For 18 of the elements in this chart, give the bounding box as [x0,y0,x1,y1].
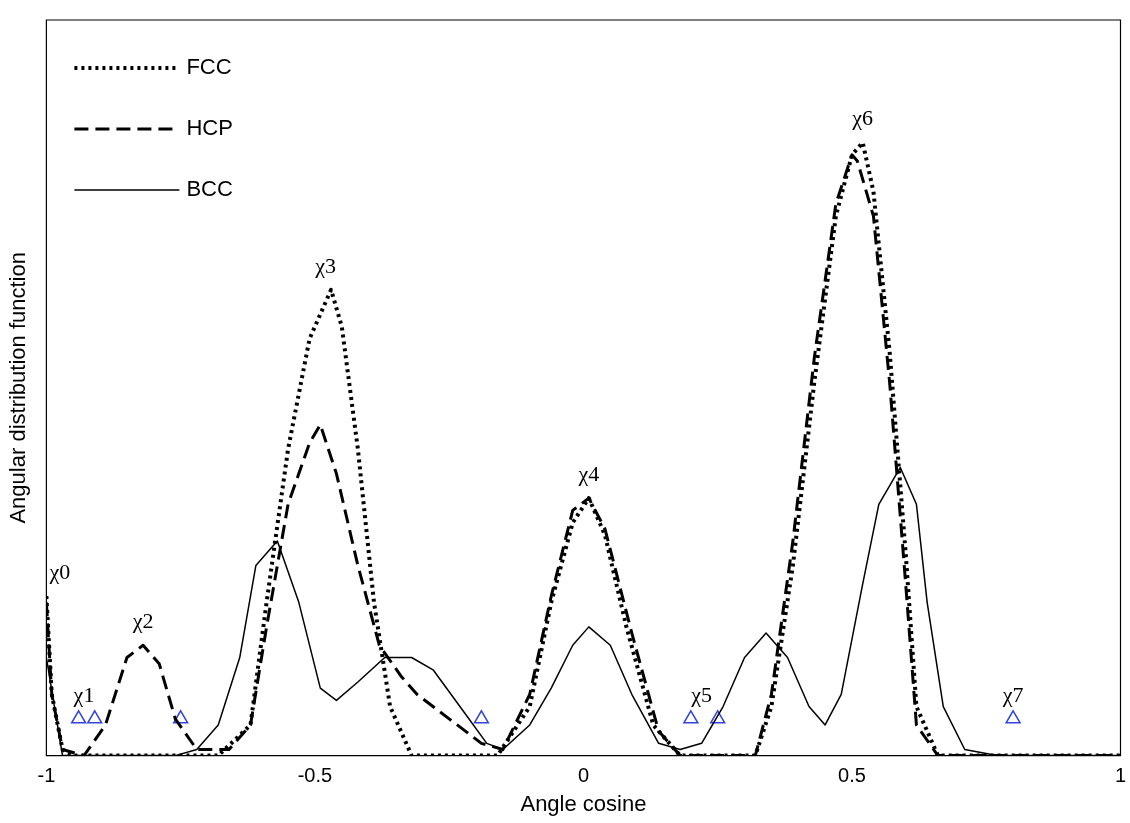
annotation: χ3 [314,252,337,278]
annotation: χ4 [577,460,600,486]
annotation: χ0 [48,559,71,584]
legend-label: HCP [186,115,233,141]
x-tick-label: 0 [577,764,590,787]
x-axis-title: Angle cosine [520,790,647,816]
x-tick-label: -1 [37,764,56,787]
x-tick-label: 1 [1114,764,1127,787]
annotation: χ2 [131,608,154,634]
y-axis-title: Angular distribution function [5,252,31,524]
annotation: χ5 [690,681,712,707]
x-tick-label: -0.5 [297,764,333,787]
legend-label: FCC [186,54,232,80]
annotation: χ1 [72,681,95,707]
x-tick-label: 0.5 [838,764,866,787]
annotation: χ6 [851,105,874,131]
annotation: χ7 [1001,681,1024,707]
legend-label: BCC [186,176,233,202]
